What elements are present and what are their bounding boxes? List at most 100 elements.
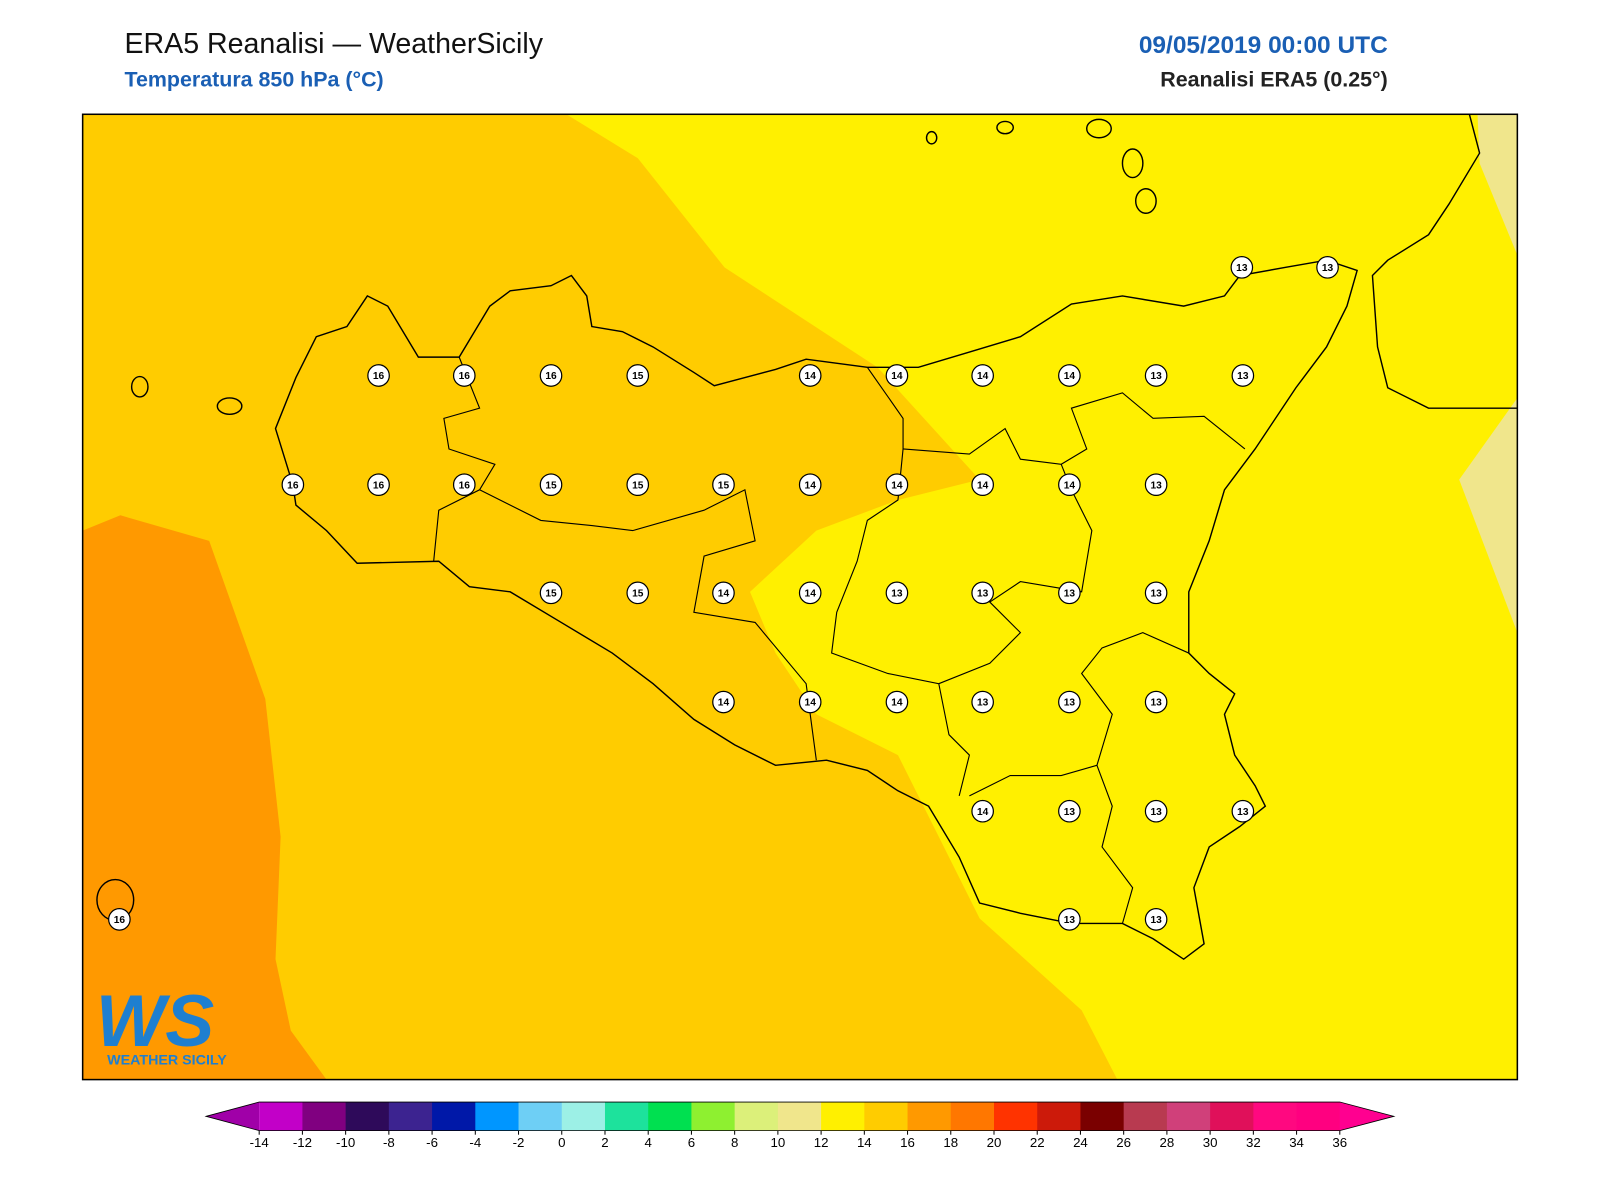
station-value: 14	[891, 698, 903, 709]
colorbar-tick-label: 16	[900, 1135, 915, 1150]
colorbar-bin	[777, 1102, 822, 1131]
map-frame	[81, 113, 1519, 1081]
station-marker	[712, 473, 735, 497]
colorbar-tick-label: 34	[1289, 1135, 1304, 1150]
station-marker	[712, 690, 735, 714]
station-marker	[885, 364, 909, 387]
subtitle: Temperatura 850 hPa (°C)	[124, 68, 383, 92]
station-value: 14	[1064, 371, 1076, 382]
station-marker	[1058, 364, 1081, 387]
station-value: 14	[977, 371, 989, 382]
colorbar-bin	[907, 1102, 952, 1131]
island	[130, 375, 149, 398]
colorbar-tick-label: 2	[601, 1135, 608, 1150]
station-marker	[1144, 690, 1168, 714]
colorbar-tick-label: 36	[1332, 1135, 1347, 1150]
station-value: 15	[545, 480, 557, 491]
colorbar-bin	[1296, 1102, 1341, 1131]
colorbar: -14 -12 -10 -8 -6 -4 -2 0 2 4 6 8 10 12 14 16 18 20 22 24 26…	[204, 1101, 1396, 1150]
logo-name: WEATHER SICILY	[107, 1052, 227, 1068]
station-value: 15	[632, 480, 644, 491]
field-12-14	[566, 114, 1518, 1080]
station-value: 16	[373, 371, 385, 382]
station-value: 13	[1150, 371, 1162, 382]
station-value: 14	[805, 371, 817, 382]
station-marker	[885, 690, 909, 714]
station-marker	[281, 473, 305, 497]
station-marker	[108, 908, 131, 931]
island	[1086, 118, 1112, 139]
station-value: 15	[718, 480, 730, 491]
island	[925, 130, 938, 145]
colorbar-bin	[864, 1102, 909, 1131]
station-marker	[1231, 799, 1255, 823]
colorbar-tick-label: 32	[1246, 1135, 1261, 1150]
station-marker	[1230, 256, 1254, 279]
field-10-12	[1459, 397, 1518, 633]
colorbar-tick-label: 12	[814, 1135, 829, 1150]
station-value: 13	[1150, 480, 1162, 491]
colorbar-bin	[1037, 1102, 1081, 1131]
colorbar-bin	[1080, 1102, 1125, 1131]
station-value: 15	[545, 588, 557, 599]
station-value: 14	[805, 480, 817, 491]
station-marker	[539, 364, 563, 387]
station-value: 13	[1322, 263, 1334, 274]
island	[1121, 148, 1144, 179]
colorbar-tick-label: -2	[513, 1135, 525, 1150]
colorbar-under	[206, 1102, 260, 1131]
colorbar-bin	[734, 1102, 779, 1131]
station-marker	[1144, 364, 1168, 387]
map	[82, 114, 1518, 1080]
station-value: 13	[1237, 807, 1249, 818]
station-value: 16	[114, 915, 126, 926]
colorbar-tick-label: 14	[857, 1135, 872, 1150]
station-value: 13	[1064, 588, 1076, 599]
field-16-18	[82, 515, 327, 1080]
province-border	[1096, 765, 1134, 924]
station-marker	[1058, 581, 1081, 605]
colorbar-tick-label: 20	[987, 1135, 1002, 1150]
colorbar-tick-label: -8	[383, 1135, 395, 1150]
colorbar-bin	[994, 1102, 1038, 1131]
colorbar-bin	[691, 1102, 736, 1131]
station-marker	[1058, 799, 1081, 823]
province-border	[938, 464, 1093, 685]
station-marker	[712, 581, 735, 605]
calabria-coast	[1371, 114, 1518, 409]
colorbar-bin	[475, 1102, 520, 1131]
province-border	[479, 488, 817, 761]
colorbar-bin	[518, 1102, 563, 1131]
station-value: 16	[373, 480, 385, 491]
station-value: 16	[459, 480, 471, 491]
station-value: 13	[1237, 371, 1249, 382]
title: ERA5 Reanalisi — WeatherSicily	[124, 28, 543, 60]
station-value: 13	[1150, 807, 1162, 818]
colorbar-bin	[821, 1102, 865, 1131]
colorbar-bin	[950, 1102, 995, 1131]
station-value: 14	[718, 698, 730, 709]
station-marker	[626, 473, 650, 497]
station-marker	[971, 690, 994, 714]
station-marker	[1058, 908, 1081, 931]
colorbar-bin	[1253, 1102, 1298, 1131]
island	[1135, 188, 1157, 214]
province-border	[433, 356, 496, 562]
colorbar-bin	[1210, 1102, 1254, 1131]
station-marker	[798, 364, 822, 387]
station-value: 14	[891, 480, 903, 491]
colorbar-bin	[302, 1102, 347, 1131]
station-marker	[626, 364, 650, 387]
colorbar-bin	[432, 1102, 476, 1131]
colorbar-bin	[561, 1102, 606, 1131]
station-value: 16	[459, 371, 471, 382]
station-value: 16	[545, 371, 557, 382]
station-marker	[452, 364, 476, 387]
station-marker	[1058, 690, 1081, 714]
colorbar-tick-label: -6	[426, 1135, 438, 1150]
station-marker	[885, 473, 909, 497]
station-marker	[1316, 256, 1339, 279]
valid-time: 09/05/2019 00:00 UTC	[1139, 32, 1388, 59]
station-marker	[539, 581, 563, 605]
